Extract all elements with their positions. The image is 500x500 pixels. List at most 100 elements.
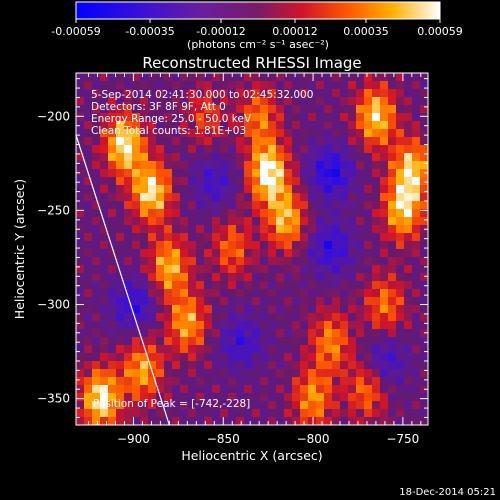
heatmap-cell xyxy=(276,305,285,314)
heatmap-cell xyxy=(84,385,93,394)
heatmap-cell xyxy=(276,377,285,386)
heatmap-cell xyxy=(84,185,93,194)
heatmap-cell xyxy=(220,129,229,138)
heatmap-cell xyxy=(84,177,93,186)
heatmap-cell xyxy=(252,313,261,322)
heatmap-cell xyxy=(372,329,381,338)
heatmap-cell xyxy=(244,169,253,178)
heatmap-cell xyxy=(172,209,181,218)
heatmap-cell xyxy=(212,193,221,202)
heatmap-cell xyxy=(404,257,413,266)
heatmap-cell xyxy=(380,337,389,346)
heatmap-cell xyxy=(164,193,173,202)
heatmap-cell xyxy=(212,177,221,186)
heatmap-cell xyxy=(420,377,428,386)
heatmap-cell xyxy=(300,393,309,402)
heatmap-cell xyxy=(204,201,213,210)
heatmap-cell xyxy=(364,297,373,306)
heatmap-cell xyxy=(108,169,117,178)
heatmap-cell xyxy=(356,177,365,186)
heatmap-cell xyxy=(148,249,157,258)
heatmap-cell xyxy=(180,353,189,362)
heatmap-cell xyxy=(292,361,301,370)
heatmap-cell xyxy=(124,321,133,330)
heatmap-cell xyxy=(172,217,181,226)
heatmap-cell xyxy=(244,177,253,186)
heatmap-cell xyxy=(196,169,205,178)
heatmap-cell xyxy=(132,193,141,202)
heatmap-cell xyxy=(396,201,405,210)
heatmap-cell xyxy=(172,321,181,330)
heatmap-cell xyxy=(412,193,421,202)
heatmap-cell xyxy=(140,145,149,154)
heatmap-cell xyxy=(268,289,277,298)
heatmap-cell xyxy=(252,305,261,314)
heatmap-cell xyxy=(92,209,101,218)
heatmap-cell xyxy=(252,345,261,354)
heatmap-cell xyxy=(236,193,245,202)
heatmap-cell xyxy=(300,273,309,282)
heatmap-cell xyxy=(236,185,245,194)
heatmap-cell xyxy=(292,409,301,418)
heatmap-cell xyxy=(220,337,229,346)
heatmap-cell xyxy=(324,345,333,354)
heatmap-cell xyxy=(108,353,117,362)
heatmap-cell xyxy=(284,129,293,138)
heatmap-cell xyxy=(364,361,373,370)
heatmap-cell xyxy=(100,113,109,122)
heatmap-cell xyxy=(252,265,261,274)
heatmap-cell xyxy=(84,233,93,242)
heatmap-cell xyxy=(276,97,285,106)
heatmap-cell xyxy=(220,281,229,290)
heatmap-cell xyxy=(92,225,101,234)
heatmap-cell xyxy=(124,217,133,226)
heatmap-cell xyxy=(332,81,341,90)
heatmap-cell xyxy=(196,409,205,418)
heatmap-cell xyxy=(124,153,133,162)
heatmap-cell xyxy=(284,137,293,146)
heatmap-cell xyxy=(244,281,253,290)
heatmap-cell xyxy=(316,161,325,170)
heatmap-cell xyxy=(268,337,277,346)
heatmap-cell xyxy=(228,281,237,290)
heatmap-cell xyxy=(132,377,141,386)
heatmap-cell xyxy=(300,281,309,290)
heatmap-cell xyxy=(308,113,317,122)
heatmap-cell xyxy=(212,225,221,234)
heatmap-cell xyxy=(388,417,397,425)
heatmap-cell xyxy=(172,73,181,82)
heatmap-cell xyxy=(420,241,428,250)
heatmap-cell xyxy=(204,89,213,98)
heatmap-cell xyxy=(324,409,333,418)
heatmap-cell xyxy=(396,113,405,122)
heatmap-cell xyxy=(140,225,149,234)
heatmap-cell xyxy=(412,321,421,330)
heatmap-cell xyxy=(284,409,293,418)
heatmap-cell xyxy=(260,241,269,250)
heatmap-cell xyxy=(236,361,245,370)
heatmap-cell xyxy=(76,321,85,330)
heatmap-cell xyxy=(316,361,325,370)
heatmap-cell xyxy=(196,297,205,306)
heatmap-cell xyxy=(284,217,293,226)
heatmap-cell xyxy=(260,289,269,298)
heatmap-cell xyxy=(404,369,413,378)
heatmap-cell xyxy=(396,409,405,418)
heatmap-cell xyxy=(156,401,165,410)
heatmap-cell xyxy=(180,385,189,394)
heatmap-cell xyxy=(148,321,157,330)
heatmap-cell xyxy=(404,97,413,106)
heatmap-cell xyxy=(84,369,93,378)
heatmap-cell xyxy=(164,313,173,322)
heatmap-cell xyxy=(220,177,229,186)
heatmap-cell xyxy=(252,121,261,130)
heatmap-cell xyxy=(172,161,181,170)
heatmap-cell xyxy=(268,225,277,234)
heatmap-cell xyxy=(92,353,101,362)
heatmap-cell xyxy=(284,393,293,402)
heatmap-cell xyxy=(420,321,428,330)
heatmap-cell xyxy=(292,137,301,146)
heatmap-cell xyxy=(156,353,165,362)
heatmap-cell xyxy=(164,73,173,82)
heatmap-cell xyxy=(268,345,277,354)
